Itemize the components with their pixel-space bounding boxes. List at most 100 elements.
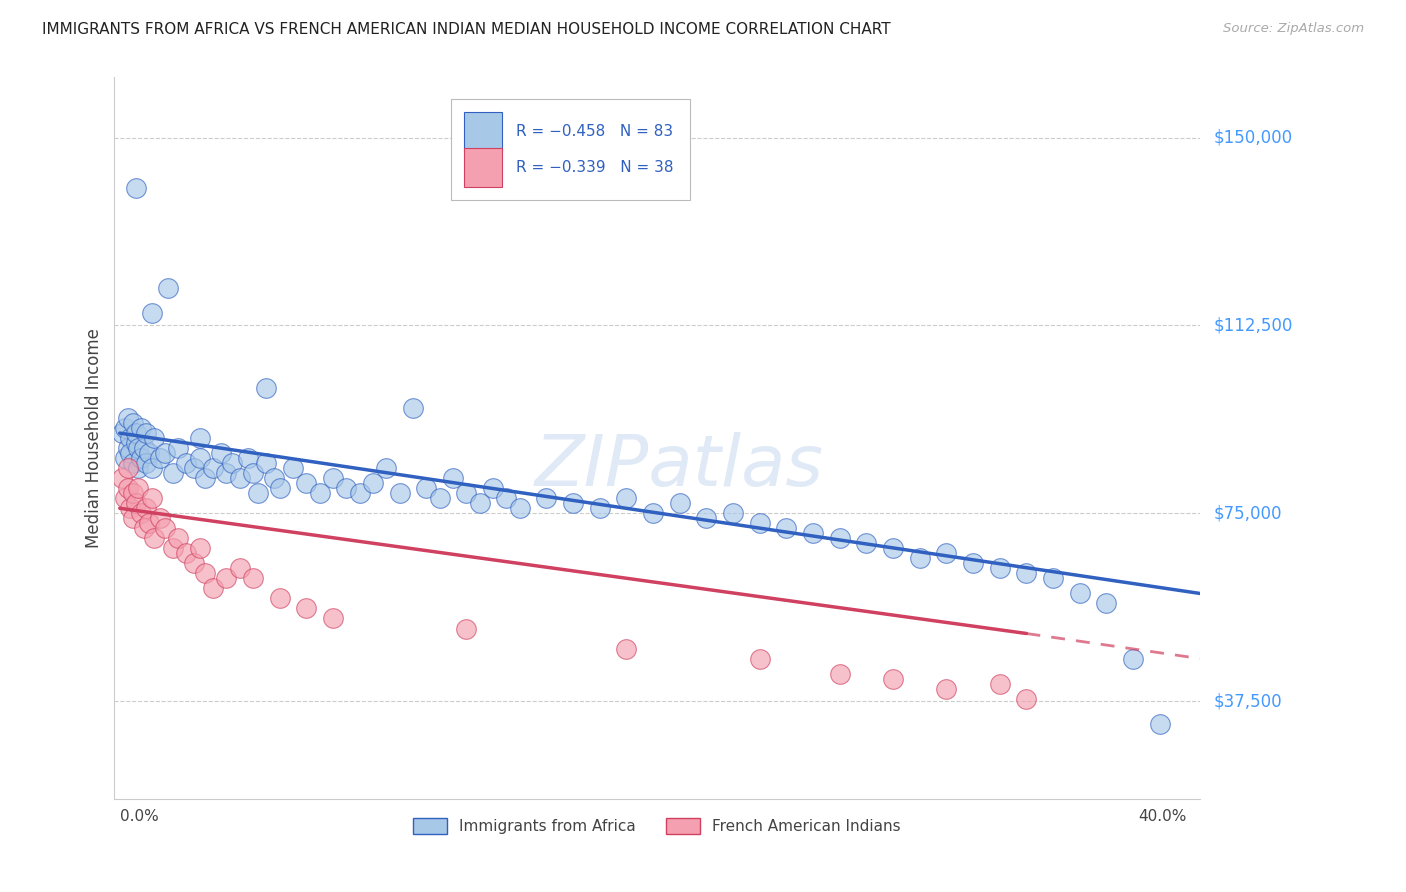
Text: R = −0.339   N = 38: R = −0.339 N = 38 bbox=[516, 160, 673, 175]
Point bbox=[616, 491, 638, 506]
Point bbox=[129, 506, 152, 520]
Point bbox=[375, 461, 398, 475]
Point bbox=[1122, 651, 1144, 665]
Point bbox=[143, 431, 166, 445]
Point bbox=[111, 471, 134, 485]
Point bbox=[183, 461, 205, 475]
Point bbox=[125, 426, 148, 441]
Point bbox=[122, 511, 145, 525]
Point bbox=[202, 582, 225, 596]
Point bbox=[748, 516, 770, 531]
Text: Source: ZipAtlas.com: Source: ZipAtlas.com bbox=[1223, 22, 1364, 36]
Point bbox=[335, 481, 357, 495]
Point bbox=[269, 481, 291, 495]
Point bbox=[156, 281, 179, 295]
Point bbox=[247, 486, 270, 500]
Point bbox=[129, 451, 152, 466]
Point bbox=[801, 526, 824, 541]
FancyBboxPatch shape bbox=[464, 148, 502, 187]
Point bbox=[176, 456, 198, 470]
Point bbox=[114, 491, 136, 506]
Text: ZIPatlas: ZIPatlas bbox=[534, 433, 824, 501]
Point bbox=[153, 446, 176, 460]
Point bbox=[215, 466, 238, 480]
Point bbox=[117, 411, 139, 425]
Point bbox=[616, 641, 638, 656]
Point bbox=[125, 180, 148, 194]
Point bbox=[855, 536, 877, 550]
Point bbox=[429, 491, 451, 506]
Text: $112,500: $112,500 bbox=[1213, 317, 1292, 334]
Point bbox=[828, 666, 851, 681]
Point bbox=[221, 456, 243, 470]
Point bbox=[748, 651, 770, 665]
Point bbox=[202, 461, 225, 475]
Point bbox=[562, 496, 585, 510]
Point bbox=[643, 506, 665, 520]
Point bbox=[117, 481, 139, 495]
Point bbox=[361, 476, 384, 491]
Point bbox=[141, 491, 163, 506]
Point bbox=[194, 471, 217, 485]
Point bbox=[236, 451, 259, 466]
Point bbox=[209, 446, 232, 460]
Point bbox=[194, 566, 217, 581]
Point bbox=[117, 441, 139, 455]
Point bbox=[882, 672, 904, 686]
Point bbox=[135, 426, 157, 441]
Point bbox=[162, 466, 184, 480]
Text: R = −0.458   N = 83: R = −0.458 N = 83 bbox=[516, 124, 673, 139]
Point bbox=[153, 521, 176, 535]
Text: $37,500: $37,500 bbox=[1213, 692, 1282, 710]
Point bbox=[114, 421, 136, 435]
Point bbox=[308, 486, 330, 500]
Point bbox=[536, 491, 558, 506]
Point bbox=[322, 471, 344, 485]
Point bbox=[132, 441, 155, 455]
Point bbox=[215, 571, 238, 585]
Point bbox=[125, 436, 148, 450]
Point bbox=[254, 381, 277, 395]
Point bbox=[281, 461, 304, 475]
Point bbox=[188, 451, 211, 466]
Point bbox=[349, 486, 371, 500]
Point bbox=[167, 532, 190, 546]
Point bbox=[229, 471, 252, 485]
Point bbox=[1015, 691, 1038, 706]
Point bbox=[468, 496, 491, 510]
Point bbox=[495, 491, 517, 506]
Point bbox=[143, 532, 166, 546]
Point bbox=[295, 601, 318, 615]
Point bbox=[695, 511, 717, 525]
Point bbox=[122, 486, 145, 500]
Point bbox=[482, 481, 505, 495]
Text: $150,000: $150,000 bbox=[1213, 128, 1292, 146]
Point bbox=[322, 611, 344, 625]
Point bbox=[269, 591, 291, 606]
Y-axis label: Median Household Income: Median Household Income bbox=[86, 328, 103, 548]
Text: 0.0%: 0.0% bbox=[120, 809, 159, 824]
Point bbox=[114, 451, 136, 466]
Point bbox=[135, 456, 157, 470]
Point bbox=[935, 681, 957, 696]
Point bbox=[988, 561, 1011, 575]
Text: IMMIGRANTS FROM AFRICA VS FRENCH AMERICAN INDIAN MEDIAN HOUSEHOLD INCOME CORRELA: IMMIGRANTS FROM AFRICA VS FRENCH AMERICA… bbox=[42, 22, 891, 37]
Point bbox=[935, 546, 957, 560]
Point bbox=[882, 541, 904, 556]
Point bbox=[668, 496, 690, 510]
Point bbox=[129, 421, 152, 435]
FancyBboxPatch shape bbox=[464, 112, 502, 152]
Point bbox=[138, 516, 160, 531]
Point bbox=[509, 501, 531, 516]
Point bbox=[132, 521, 155, 535]
Point bbox=[721, 506, 744, 520]
Point bbox=[242, 571, 264, 585]
Text: $75,000: $75,000 bbox=[1213, 504, 1282, 523]
Point bbox=[908, 551, 931, 566]
Point bbox=[828, 532, 851, 546]
Point bbox=[254, 456, 277, 470]
Point bbox=[1015, 566, 1038, 581]
Point bbox=[183, 557, 205, 571]
Point bbox=[988, 676, 1011, 690]
FancyBboxPatch shape bbox=[451, 99, 690, 200]
